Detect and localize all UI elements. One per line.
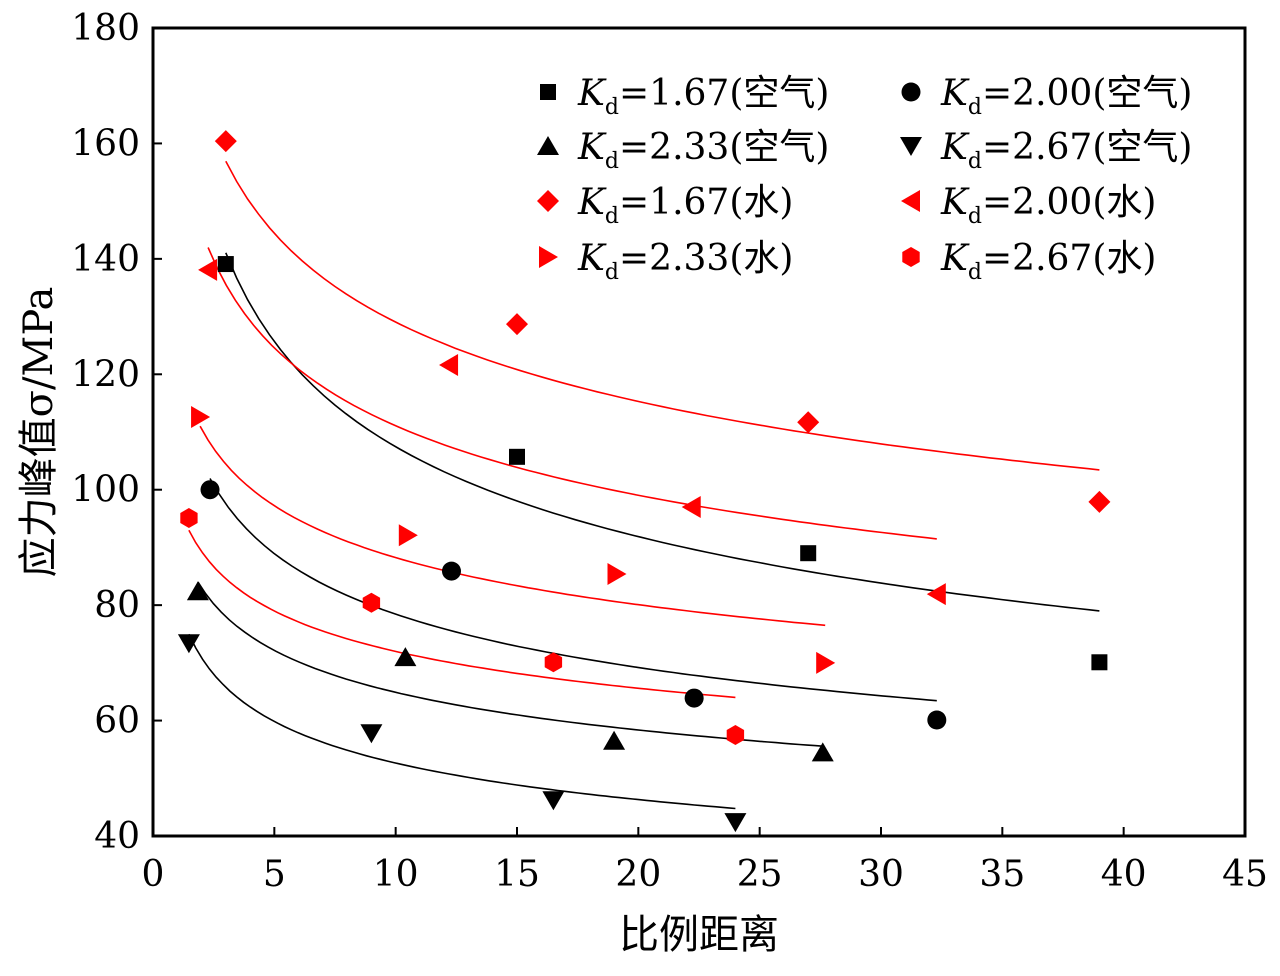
legend-marker — [537, 190, 559, 212]
y-tick-label: 60 — [94, 701, 140, 742]
data-point — [439, 354, 459, 377]
data-point — [360, 724, 383, 744]
legend-marker — [902, 247, 920, 267]
data-point — [726, 725, 745, 745]
fit-curve — [225, 160, 1100, 471]
y-tick-label: 100 — [71, 470, 140, 511]
y-axis-title: 应力峰值σ/MPa — [16, 287, 62, 578]
y-tick-label: 40 — [94, 816, 140, 857]
legend-marker — [539, 246, 558, 268]
legend: Kd=1.67(空气) Kd=2.00(空气) Kd=2.33(空气) Kd=2.67… — [537, 73, 1192, 285]
data-point — [191, 405, 211, 428]
data-point — [724, 813, 747, 833]
x-axis-title: 比例距离 — [619, 912, 779, 958]
data-point — [180, 508, 198, 528]
fit-curve — [197, 581, 823, 747]
data-point — [186, 581, 209, 601]
data-point — [684, 688, 704, 708]
legend-label: Kd=2.67(水) — [940, 238, 1156, 285]
data-point — [509, 448, 525, 465]
data-points — [177, 130, 1111, 833]
legend-label: Kd=2.33(空气) — [577, 127, 829, 174]
legend-label: Kd=2.00(空气) — [940, 73, 1192, 120]
x-tick-label: 15 — [494, 854, 540, 895]
data-point — [506, 313, 528, 336]
legend-label: Kd=2.00(水) — [940, 182, 1156, 229]
data-point — [603, 730, 626, 750]
legend-label: Kd=1.67(空气) — [577, 73, 829, 120]
data-point — [441, 561, 461, 581]
data-point — [200, 480, 220, 500]
fit-curves — [188, 160, 1100, 810]
data-point — [926, 583, 946, 606]
x-tick-label: 20 — [615, 854, 661, 895]
fit-curve — [207, 247, 937, 540]
y-tick-label: 140 — [71, 239, 140, 280]
legend-marker — [540, 84, 556, 100]
data-point — [927, 710, 947, 730]
data-point — [198, 258, 218, 281]
x-tick-label: 5 — [263, 854, 286, 895]
y-tick-label: 180 — [71, 8, 140, 49]
fit-curve — [209, 478, 937, 702]
y-tick-label: 120 — [71, 354, 140, 395]
data-point — [177, 634, 200, 654]
data-point — [681, 496, 701, 519]
plot-frame — [151, 26, 1247, 838]
data-point — [607, 562, 627, 585]
data-point — [542, 791, 565, 811]
data-point — [394, 647, 417, 667]
y-tick-label: 80 — [94, 585, 140, 626]
legend-label: Kd=1.67(水) — [577, 182, 793, 229]
fit-curve — [225, 252, 1100, 612]
fit-curve — [199, 425, 826, 627]
x-tick-label: 40 — [1101, 854, 1147, 895]
data-point — [816, 651, 836, 674]
y-tick-label: 160 — [71, 123, 140, 164]
data-point — [362, 592, 381, 613]
data-point — [1091, 654, 1108, 671]
x-tick-label: 45 — [1222, 854, 1268, 895]
x-tick-label: 35 — [979, 854, 1025, 895]
data-point — [217, 256, 234, 273]
legend-label: Kd=2.67(空气) — [940, 127, 1192, 174]
data-point — [797, 411, 820, 434]
data-point — [544, 652, 563, 673]
legend-marker — [537, 136, 559, 155]
x-tick-label: 30 — [858, 854, 904, 895]
data-point — [214, 130, 237, 153]
data-point — [1088, 490, 1111, 513]
legend-marker — [901, 82, 921, 102]
legend-marker — [901, 190, 920, 212]
legend-marker — [900, 137, 922, 156]
y-axis: 40 60 80 100 120 140 160 180 — [71, 8, 162, 857]
data-point — [398, 524, 418, 547]
data-point — [811, 742, 834, 762]
x-tick-label: 25 — [737, 854, 783, 895]
legend-label: Kd=2.33(水) — [577, 238, 793, 285]
x-axis: 0 5 10 15 20 25 30 35 40 45 — [142, 827, 1268, 895]
data-point — [800, 545, 817, 562]
fit-curve — [188, 529, 736, 699]
x-tick-label: 10 — [373, 854, 419, 895]
fit-curve — [188, 633, 736, 810]
x-tick-label: 0 — [142, 854, 165, 895]
